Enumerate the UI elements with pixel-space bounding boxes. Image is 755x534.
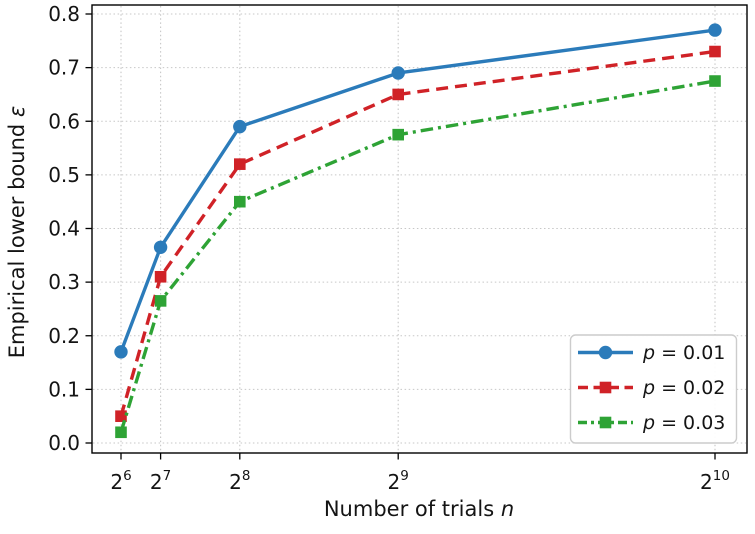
data-point-circle <box>391 66 405 80</box>
legend-label: p = 0.01 <box>642 342 725 364</box>
x-tick-label: 28 <box>229 468 250 494</box>
x-tick-label: 27 <box>150 468 171 494</box>
legend-marker-square <box>599 416 612 429</box>
legend: p = 0.01 p = 0.02 p = 0.03 <box>569 334 738 444</box>
legend-item: p = 0.01 <box>578 342 725 364</box>
y-tick-label: 0.7 <box>48 56 80 80</box>
data-point-square <box>115 426 127 439</box>
series-line <box>119 49 716 417</box>
x-tick-label: 26 <box>110 468 131 494</box>
axis-ticks <box>85 13 716 460</box>
data-point-square <box>709 75 721 87</box>
legend-box <box>569 334 738 444</box>
x-axis-label: Number of trials n <box>324 497 514 521</box>
x-tick-labels: 26 27 28 29 210 <box>110 468 730 494</box>
data-point-square <box>392 128 404 141</box>
data-point-square <box>115 410 127 422</box>
data-point-square <box>709 45 721 58</box>
y-tick-label: 0.5 <box>48 163 80 187</box>
y-tick-label: 0.4 <box>48 217 80 241</box>
y-tick-label: 0.3 <box>48 270 80 294</box>
y-tick-label: 0.1 <box>48 377 80 401</box>
data-point-square <box>234 195 246 208</box>
series-3 <box>115 75 721 439</box>
legend-label: p = 0.02 <box>642 377 725 399</box>
y-tick-labels: 0.0 0.1 0.2 0.3 0.4 0.5 0.6 0.7 0.8 <box>48 2 80 455</box>
data-point-circle <box>153 240 168 254</box>
data-point-circle <box>708 23 722 37</box>
y-tick-label: 0.6 <box>48 109 80 133</box>
data-point-square <box>154 270 167 283</box>
data-point-square <box>234 158 246 170</box>
data-point-circle <box>233 119 247 134</box>
series-2 <box>115 45 721 422</box>
y-tick-label: 0.0 <box>48 431 80 455</box>
legend-item: p = 0.02 <box>578 377 725 399</box>
y-tick-label: 0.2 <box>48 324 80 348</box>
legend-marker-circle <box>598 345 613 360</box>
x-tick-label: 29 <box>388 468 409 494</box>
y-axis-label: Empirical lower bound ε <box>5 106 29 359</box>
legend-item: p = 0.03 <box>578 412 725 434</box>
legend-marker-square <box>599 381 612 394</box>
series-line <box>119 28 716 353</box>
legend-label: p = 0.03 <box>642 412 725 434</box>
data-point-circle <box>114 345 128 359</box>
data-point-square <box>154 295 167 307</box>
y-tick-label: 0.8 <box>48 2 80 26</box>
data-point-square <box>392 88 404 101</box>
series-group <box>114 23 722 439</box>
series-1 <box>114 23 722 359</box>
x-tick-label: 210 <box>700 468 730 494</box>
